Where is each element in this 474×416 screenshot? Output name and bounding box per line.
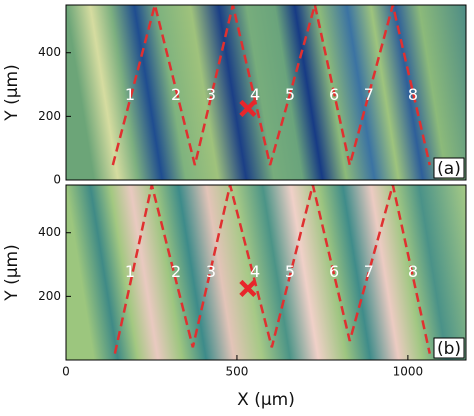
panel-label-box	[433, 337, 465, 359]
stripe-number: 2	[171, 85, 181, 104]
frame	[65, 184, 467, 361]
stripe-number: 2	[171, 262, 181, 281]
panel-label-box	[433, 157, 465, 179]
y-tick-label: 400	[38, 45, 61, 59]
stripe-number: 3	[206, 262, 216, 281]
stripe-number: 7	[364, 85, 374, 104]
y-tick-label: 200	[38, 109, 61, 123]
stripe-number: 5	[285, 262, 295, 281]
stripe-number: 6	[329, 262, 339, 281]
stripe-number: 5	[285, 85, 295, 104]
x-tick-label: 0	[62, 365, 70, 379]
stripe-number: 1	[125, 262, 135, 281]
y-tick-label: 400	[38, 225, 61, 239]
y-axis-label: Y (μm)	[2, 64, 22, 121]
stripe-number: 4	[250, 85, 260, 104]
y-axis-label: Y (μm)	[2, 244, 22, 301]
stripe-number: 1	[125, 85, 135, 104]
y-tick-label: 200	[38, 289, 61, 303]
x-tick-label: 1000	[393, 365, 424, 379]
scan-path	[111, 4, 431, 166]
x-tick-label: 500	[225, 365, 248, 379]
y-tick-label: 0	[53, 173, 61, 187]
stripe-number: 6	[329, 85, 339, 104]
frame	[65, 4, 467, 181]
cross-mark	[239, 99, 257, 117]
x-axis-label: X (μm)	[237, 390, 295, 410]
stripe-number: 4	[250, 262, 260, 281]
stripe-number: 7	[364, 262, 374, 281]
stripe-number: 8	[408, 262, 418, 281]
scan-path	[113, 184, 431, 354]
cross-mark	[239, 279, 257, 297]
panel-label: (a)	[437, 159, 461, 179]
panel-label: (b)	[437, 339, 461, 359]
stripe-number: 8	[408, 85, 418, 104]
stripe-number: 3	[206, 85, 216, 104]
